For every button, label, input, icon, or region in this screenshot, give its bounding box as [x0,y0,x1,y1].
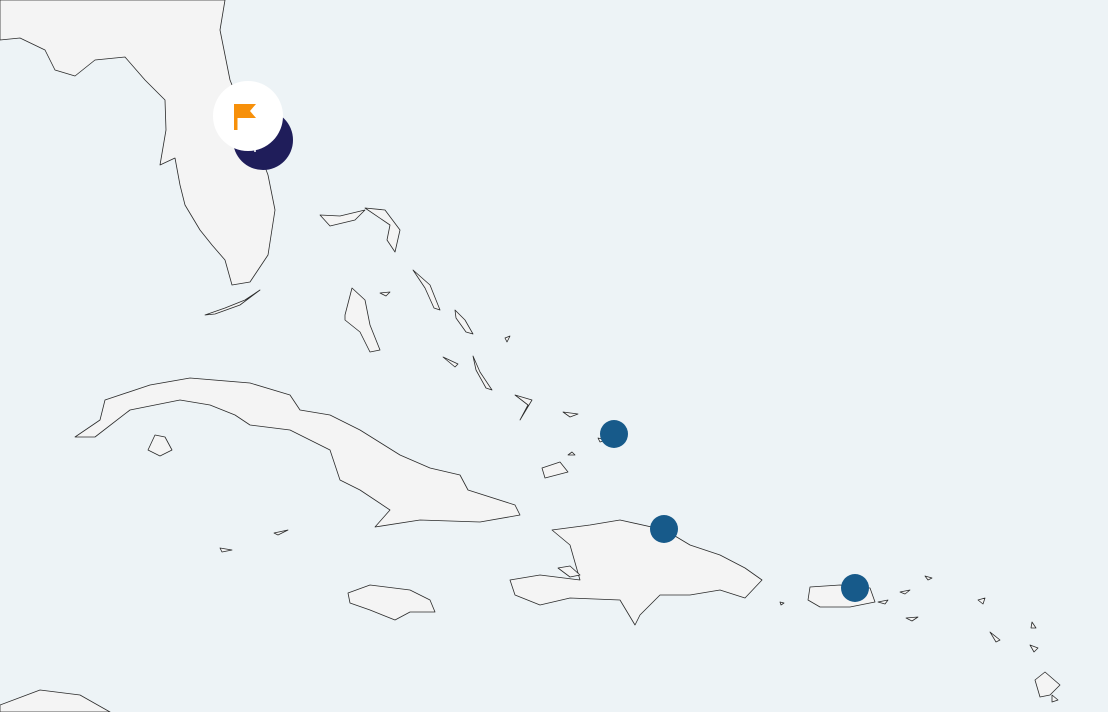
flag-icon [234,104,256,130]
gonave [557,565,581,578]
cayman-islands [219,529,289,553]
marker-puerto-rico[interactable] [841,574,869,602]
small-cay [379,291,785,606]
bimini-islands [412,269,441,311]
lesser-antilles [977,597,1061,703]
grand-bahama [319,209,366,227]
virgin-islands [877,575,933,622]
south-america-edge [0,689,111,712]
selected-location-marker[interactable] [213,81,293,170]
isle-of-youth [147,434,173,457]
marker-hispaniola[interactable] [650,515,678,543]
inagua [541,461,569,479]
hispaniola [509,519,763,626]
marker-bahamas[interactable] [600,420,628,448]
mayaguana [562,411,579,418]
jamaica [347,584,436,621]
andros [344,287,381,353]
eleuthera [454,309,474,335]
cluster-markers [600,420,869,602]
exuma [442,356,459,368]
long-island [514,394,533,421]
abaco [364,207,401,253]
florida-keys [204,289,261,316]
cuba [74,377,521,528]
cat-island [472,355,493,391]
